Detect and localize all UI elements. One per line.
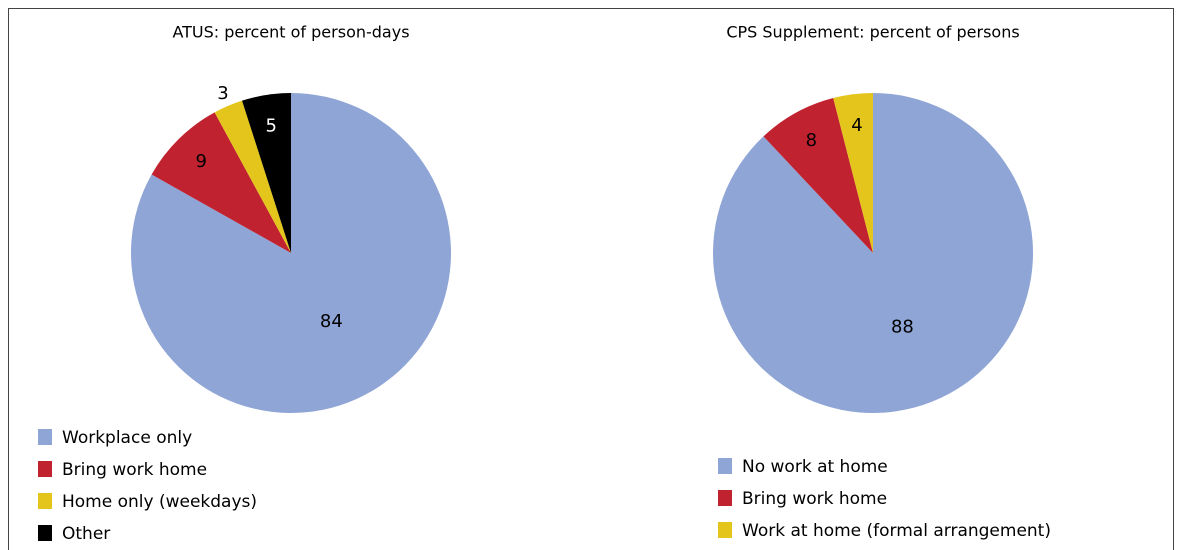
data-label: 8 bbox=[806, 130, 817, 151]
legend-label: Home only (weekdays) bbox=[62, 492, 257, 512]
legend-label: Other bbox=[62, 524, 110, 544]
data-label: 88 bbox=[891, 316, 914, 337]
data-label: 84 bbox=[320, 311, 343, 332]
legend-label: No work at home bbox=[742, 457, 888, 477]
data-label: 5 bbox=[265, 116, 276, 137]
pie-slice bbox=[763, 98, 873, 253]
legend-label: Workplace only bbox=[62, 428, 192, 448]
legend-label: Bring work home bbox=[62, 460, 207, 480]
legend-swatch bbox=[38, 461, 52, 477]
data-label: 3 bbox=[217, 83, 228, 104]
legend-swatch bbox=[718, 522, 732, 538]
legend-swatch bbox=[38, 525, 52, 541]
legend-swatch bbox=[718, 458, 732, 474]
legend-swatch bbox=[38, 429, 52, 445]
pie-slice bbox=[242, 93, 291, 253]
legend-label: Bring work home bbox=[742, 489, 887, 509]
data-label: 4 bbox=[851, 115, 862, 136]
chart-title: CPS Supplement: percent of persons bbox=[726, 23, 1019, 42]
data-label: 9 bbox=[195, 151, 206, 172]
pie-slice bbox=[214, 100, 291, 253]
legend-swatch bbox=[718, 490, 732, 506]
legend-swatch bbox=[38, 493, 52, 509]
legend-label: Work at home (formal arrangement) bbox=[742, 521, 1051, 541]
chart-title: ATUS: percent of person-days bbox=[172, 23, 409, 42]
frame bbox=[8, 8, 1174, 550]
pie-slice bbox=[833, 93, 873, 253]
pie-slice bbox=[131, 93, 452, 413]
pie-slice bbox=[151, 112, 291, 253]
